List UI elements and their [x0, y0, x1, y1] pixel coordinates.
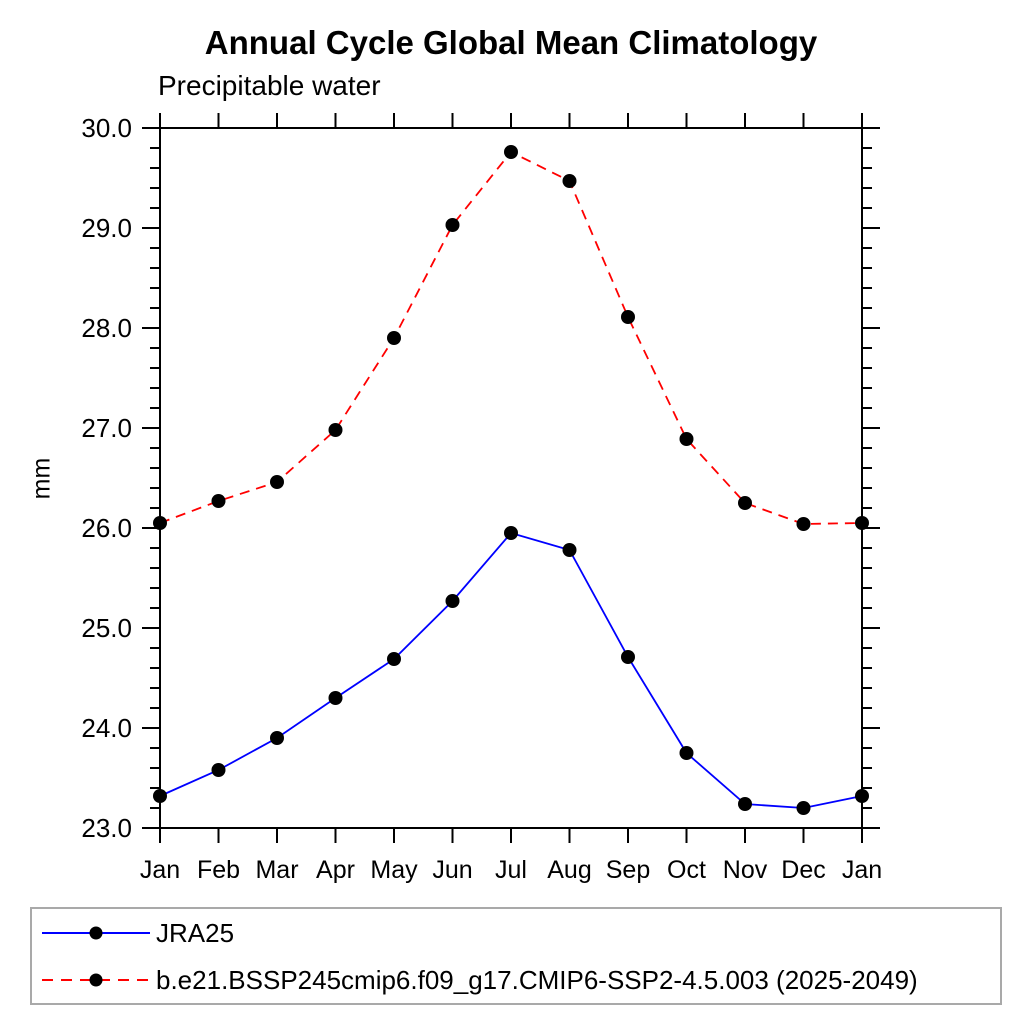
x-axis-tick-label: Mar — [255, 856, 298, 884]
y-axis-tick-label: 25.0 — [81, 613, 132, 643]
x-axis-tick-label: Jan — [140, 856, 180, 884]
data-point-s1-9 — [679, 432, 694, 446]
data-point-s1-0 — [153, 516, 167, 530]
x-axis-tick-label: Feb — [197, 856, 240, 884]
x-axis-tick-label: May — [370, 856, 418, 884]
series-line-0 — [159, 531, 863, 809]
legend-item-model: b.e21.BSSP245cmip6.f09_g17.CMIP6-SSP2-4.… — [40, 962, 1000, 998]
data-point-s1-3 — [328, 423, 343, 437]
x-axis-tick-label: Apr — [316, 856, 355, 884]
x-axis-tick-label: Jul — [495, 856, 527, 884]
data-point-s0-6 — [504, 526, 518, 540]
y-axis-tick-label: 24.0 — [81, 713, 132, 743]
data-point-s0-8 — [621, 650, 635, 664]
data-point-s0-9 — [679, 746, 694, 760]
data-point-s1-8 — [621, 310, 635, 324]
y-axis-tick-label: 26.0 — [81, 513, 132, 543]
legend-item-jra25: JRA25 — [40, 915, 1000, 951]
x-axis-tick-label: Sep — [606, 856, 650, 884]
data-point-s1-1 — [211, 494, 226, 508]
chart-subtitle: Precipitable water — [158, 70, 381, 101]
plot-area: Jan Feb Mar Apr May Jun Jul Aug Sep Oct Nov Dec Jan 2… — [81, 113, 882, 884]
data-point-s1-11 — [796, 517, 811, 531]
data-point-s1-2 — [270, 475, 284, 489]
chart-title: Annual Cycle Global Mean Climatology — [204, 24, 818, 61]
legend-line-dashed-icon — [42, 973, 150, 986]
x-axis-tick-label: Nov — [723, 856, 768, 884]
data-point-s0-0 — [153, 789, 167, 803]
data-point-s0-10 — [738, 797, 752, 811]
legend: JRA25 b.e21.BSSP245cmip6.f09_g17.CMIP6-S… — [30, 907, 1002, 1005]
data-point-s0-3 — [328, 691, 343, 705]
x-axis-tick-label: Jun — [432, 856, 472, 884]
data-point-s0-2 — [270, 731, 284, 745]
series-line-1 — [159, 150, 863, 525]
data-point-s1-5 — [445, 218, 460, 232]
legend-label-model: b.e21.BSSP245cmip6.f09_g17.CMIP6-SSP2-4.… — [156, 964, 918, 995]
data-point-s1-12 — [855, 516, 869, 530]
data-point-s1-7 — [562, 174, 577, 188]
data-point-s0-12 — [855, 789, 869, 803]
data-point-s0-4 — [387, 652, 401, 666]
data-point-s0-11 — [796, 801, 811, 815]
data-point-s0-5 — [445, 594, 460, 608]
y-axis-tick-label: 29.0 — [81, 213, 132, 243]
x-axis-tick-label: Dec — [781, 856, 825, 884]
data-point-s1-6 — [504, 145, 518, 159]
data-point-s1-10 — [738, 496, 752, 510]
y-axis-tick-label: 28.0 — [81, 313, 132, 343]
data-point-s0-1 — [211, 763, 226, 777]
x-axis-tick-label: Oct — [667, 856, 706, 884]
y-axis-tick-label: 30.0 — [81, 113, 132, 143]
plot-frame — [159, 127, 863, 829]
data-point-s1-4 — [387, 331, 401, 345]
data-point-s0-7 — [562, 543, 577, 557]
x-axis-tick-label: Jan — [842, 856, 882, 884]
x-axis-tick-label: Aug — [547, 856, 591, 884]
y-axis-tick-label: 23.0 — [81, 813, 132, 843]
y-axis-tick-label: 27.0 — [81, 413, 132, 443]
legend-label-jra25: JRA25 — [156, 917, 235, 948]
legend-line-solid-icon — [42, 926, 150, 939]
